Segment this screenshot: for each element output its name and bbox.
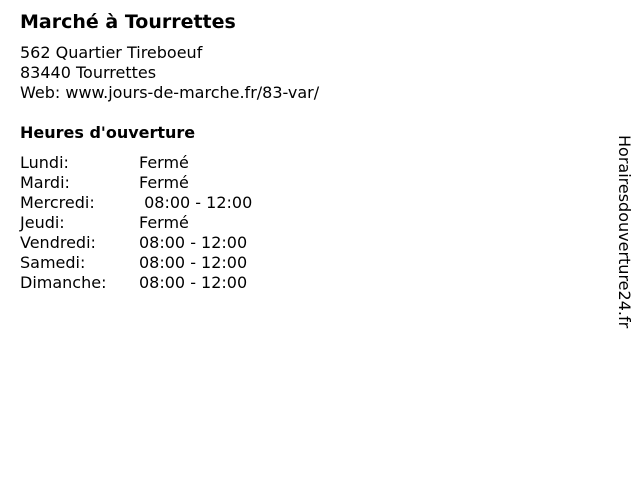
hours-heading: Heures d'ouverture (20, 123, 196, 142)
hours-row: Lundi: Fermé (20, 153, 252, 173)
day-label: Samedi: (20, 253, 86, 272)
hours-row: Samedi: 08:00 - 12:00 (20, 253, 252, 273)
day-label: Jeudi: (20, 213, 65, 232)
hours-row: Mercredi: 08:00 - 12:00 (20, 193, 252, 213)
side-brand: Horairesdouverture24.fr (615, 135, 634, 329)
address-block: 562 Quartier Tireboeuf 83440 Tourrettes … (20, 43, 319, 103)
hours-row: Vendredi: 08:00 - 12:00 (20, 233, 252, 253)
hours-value: 08:00 - 12:00 (139, 193, 253, 212)
address-city: 83440 Tourrettes (20, 63, 157, 82)
hours-value: Fermé (139, 213, 189, 232)
address-street: 562 Quartier Tireboeuf (20, 43, 203, 62)
day-label: Mardi: (20, 173, 70, 192)
hours-value: 08:00 - 12:00 (139, 253, 248, 272)
hours-value: Fermé (139, 173, 189, 192)
hours-row: Jeudi: Fermé (20, 213, 252, 233)
hours-value: 08:00 - 12:00 (139, 273, 248, 292)
page-title: Marché à Tourrettes (20, 11, 236, 33)
day-label: Lundi: (20, 153, 69, 172)
hours-row: Dimanche: 08:00 - 12:00 (20, 273, 252, 293)
hours-row: Mardi: Fermé (20, 173, 252, 193)
address-web[interactable]: Web: www.jours-de-marche.fr/83-var/ (20, 83, 320, 102)
day-label: Vendredi: (20, 233, 96, 252)
day-label: Dimanche: (20, 273, 107, 292)
hours-value: 08:00 - 12:00 (139, 233, 248, 252)
hours-table: Lundi: Fermé Mardi: Fermé Mercredi: 08:00 … (20, 153, 252, 293)
hours-value: Fermé (139, 153, 189, 172)
day-label: Mercredi: (20, 193, 95, 212)
